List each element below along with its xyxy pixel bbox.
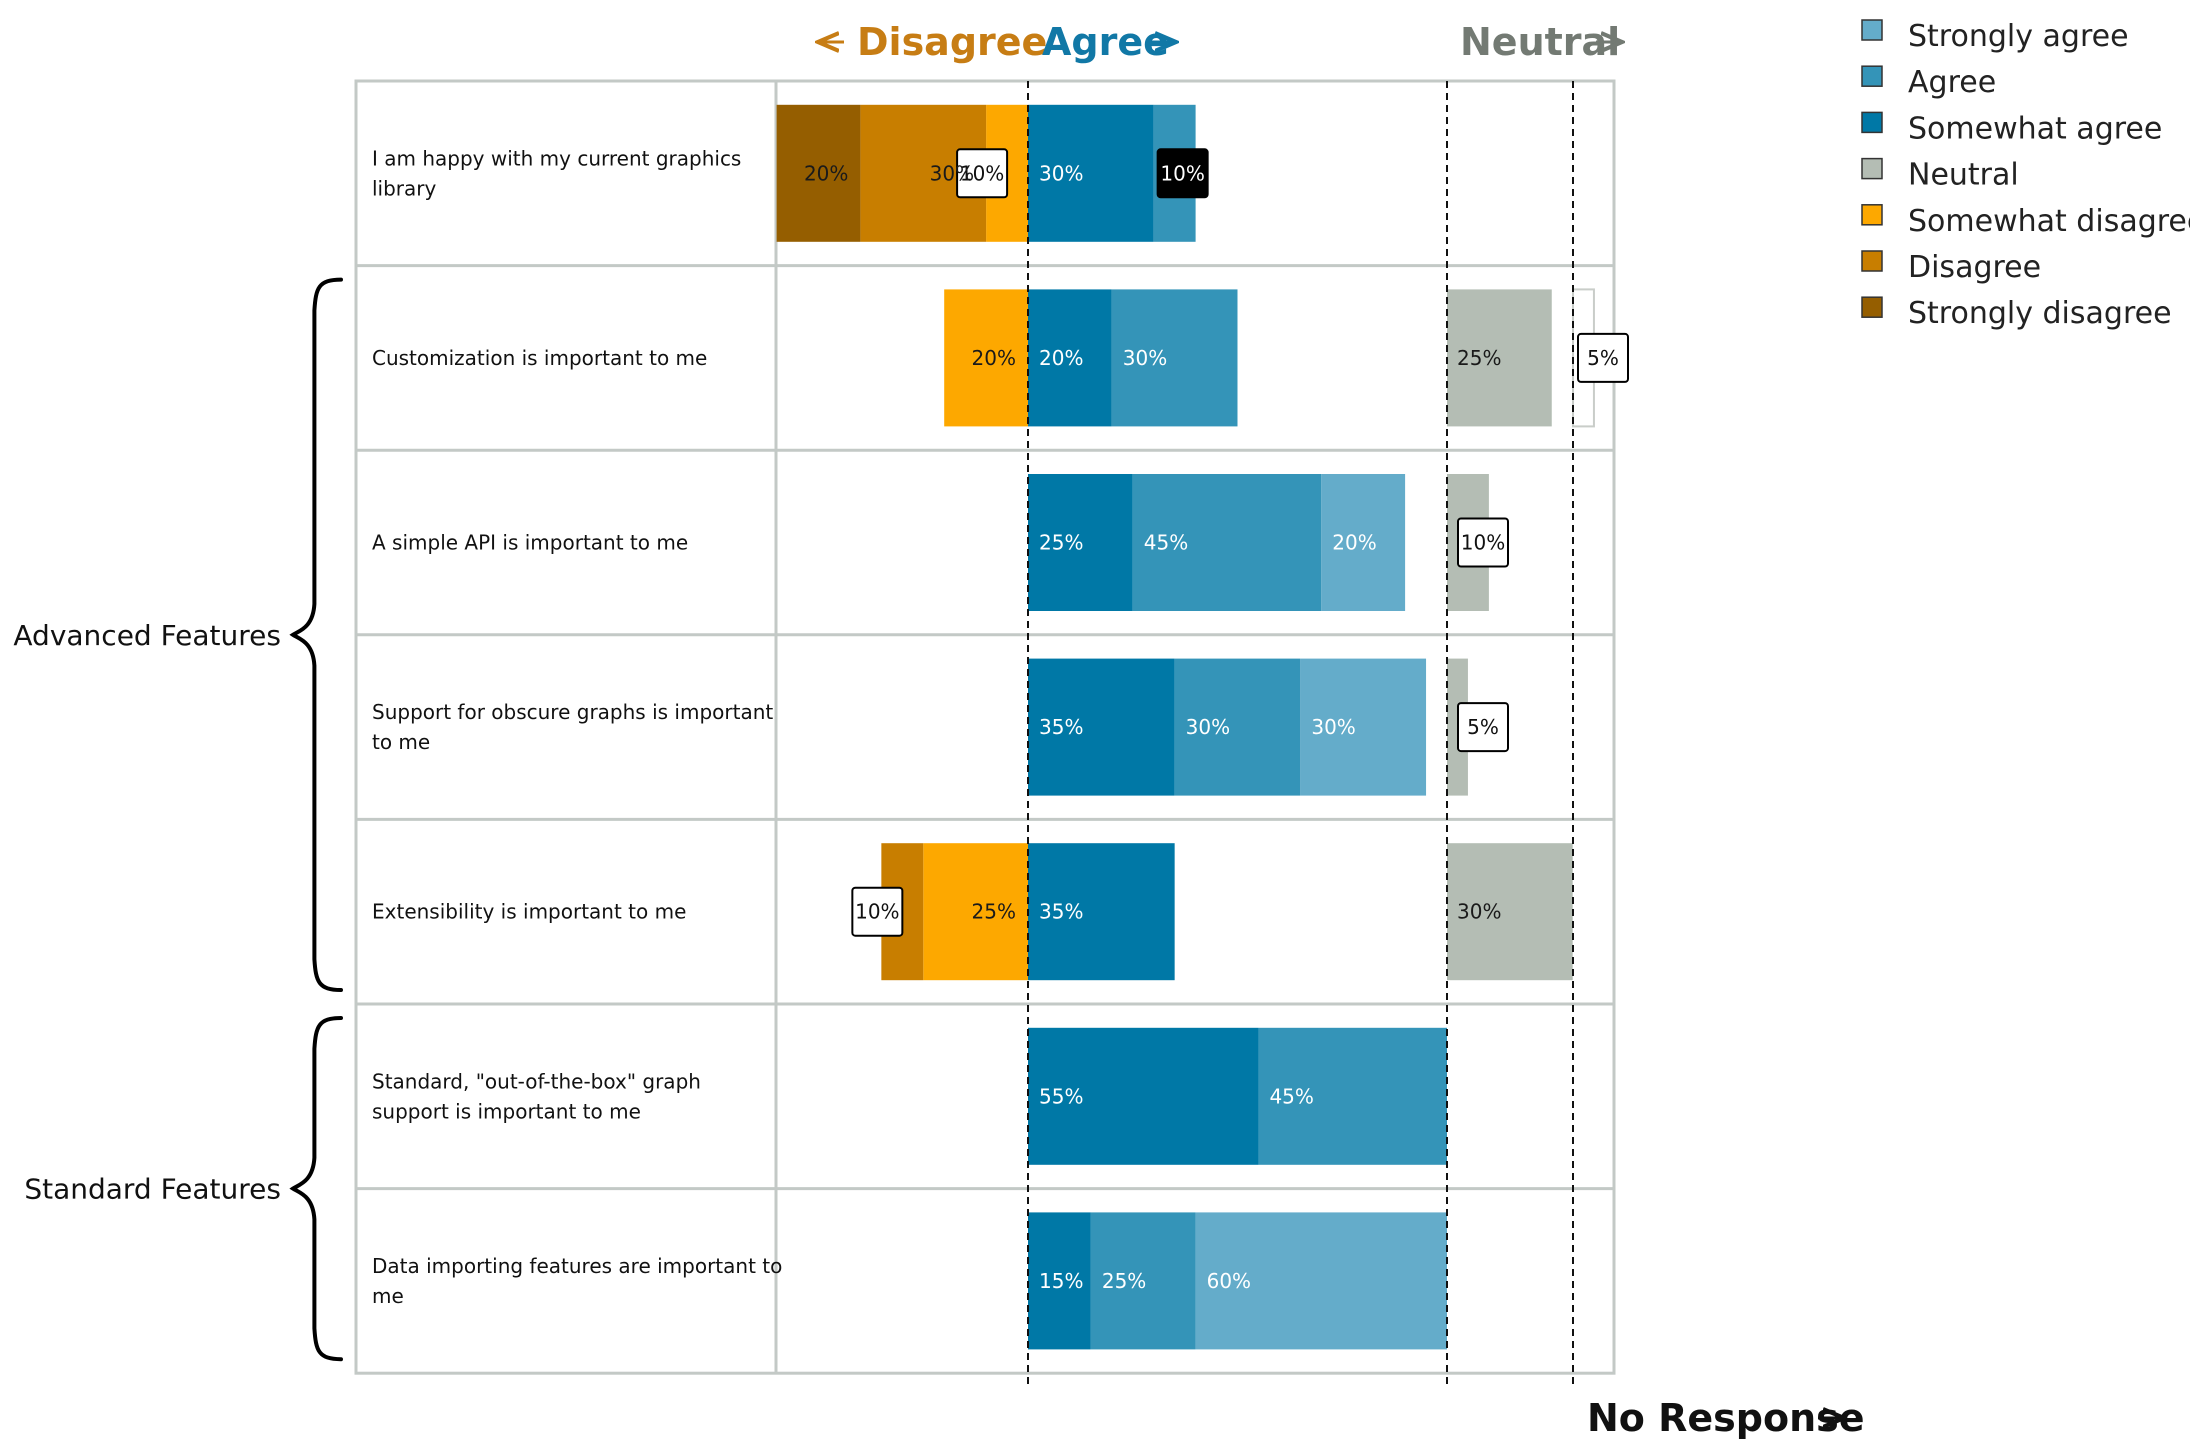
question-label: A simple API is important to me bbox=[372, 531, 688, 555]
label-somewhat-agree: 35% bbox=[1039, 715, 1083, 739]
label-strongly-agree: 60% bbox=[1207, 1269, 1251, 1293]
legend-swatch-agree bbox=[1861, 65, 1883, 87]
group-brace bbox=[289, 1016, 343, 1362]
label-agree: 25% bbox=[1102, 1269, 1146, 1293]
table-border bbox=[354, 79, 1616, 1375]
question-label: Data importing features are important to bbox=[372, 1254, 782, 1278]
question-label: to me bbox=[372, 730, 430, 754]
label-no-response-box bbox=[1577, 332, 1629, 383]
bar-somewhat-disagree bbox=[944, 289, 1028, 427]
legend-swatch-strongly-disagree bbox=[1861, 296, 1883, 318]
bar-somewhat-agree bbox=[1028, 843, 1175, 981]
question-label: Extensibility is important to me bbox=[372, 900, 686, 924]
label-strongly-agree: 30% bbox=[1311, 715, 1355, 739]
label-somewhat-disagree: 25% bbox=[972, 900, 1016, 924]
legend-swatch-somewhat-agree bbox=[1861, 111, 1883, 134]
question-label: me bbox=[372, 1284, 404, 1308]
bar-strongly-agree bbox=[1321, 474, 1406, 611]
label-disagree: 30% bbox=[930, 161, 974, 185]
bar-agree bbox=[1258, 1027, 1447, 1165]
legend-label-agree: Agree bbox=[1908, 65, 1996, 100]
label-somewhat-agree: 20% bbox=[1039, 346, 1083, 370]
bar-somewhat-agree bbox=[1028, 104, 1154, 242]
label-neutral: 10% bbox=[1461, 531, 1505, 555]
bar-strongly-agree bbox=[1300, 658, 1427, 796]
legend-swatch-neutral bbox=[1861, 157, 1883, 180]
legend-label-neutral: Neutral bbox=[1908, 158, 2019, 193]
label-no-response: 5% bbox=[1587, 346, 1619, 370]
label-somewhat-agree: 35% bbox=[1039, 900, 1083, 924]
label-agree: 30% bbox=[1123, 346, 1167, 370]
label-agree: 45% bbox=[1144, 531, 1188, 555]
question-label: Support for obscure graphs is important bbox=[372, 700, 773, 724]
label-somewhat-disagree: 20% bbox=[972, 346, 1016, 370]
bar-agree bbox=[1132, 474, 1322, 611]
question-label: Standard, "out-of-the-box" graph bbox=[372, 1069, 701, 1093]
label-agree-box bbox=[1156, 148, 1209, 199]
header-neutral: Neutral bbox=[1460, 20, 1620, 64]
legend-label-somewhat-agree: Somewhat agree bbox=[1908, 111, 2162, 146]
bar-somewhat-agree bbox=[1028, 474, 1133, 611]
bar-somewhat-agree bbox=[1028, 1027, 1259, 1165]
label-strongly-agree: 20% bbox=[1332, 531, 1376, 555]
label-somewhat-agree: 15% bbox=[1039, 1269, 1083, 1293]
label-neutral: 30% bbox=[1457, 900, 1501, 924]
bar-somewhat-agree bbox=[1028, 289, 1112, 427]
label-somewhat-agree: 25% bbox=[1039, 531, 1083, 555]
label-agree: 30% bbox=[1186, 715, 1230, 739]
label-agree: 10% bbox=[1160, 161, 1204, 185]
bar-agree bbox=[1111, 289, 1238, 427]
label-strongly-disagree: 20% bbox=[804, 161, 848, 185]
bar-strongly-agree bbox=[1195, 1212, 1447, 1350]
label-neutral-box bbox=[1457, 702, 1509, 753]
label-disagree-box bbox=[851, 886, 904, 937]
label-neutral: 5% bbox=[1467, 715, 1499, 739]
header-agree: Agree bbox=[1042, 20, 1169, 64]
label-somewhat-agree: 55% bbox=[1039, 1084, 1083, 1108]
label-somewhat-disagree: 10% bbox=[960, 161, 1004, 185]
group-brace bbox=[289, 277, 343, 992]
question-label: library bbox=[372, 176, 437, 200]
group-label: Advanced Features bbox=[13, 619, 281, 652]
header-disagree: Disagree bbox=[857, 20, 1047, 64]
bar-somewhat-disagree bbox=[923, 843, 1028, 981]
label-agree: 45% bbox=[1269, 1084, 1313, 1108]
label-somewhat-disagree-box bbox=[956, 148, 1009, 199]
bar-somewhat-agree bbox=[1028, 1212, 1091, 1350]
question-label: Customization is important to me bbox=[372, 346, 707, 370]
label-neutral: 25% bbox=[1457, 346, 1501, 370]
group-label: Standard Features bbox=[24, 1173, 281, 1206]
question-label: support is important to me bbox=[372, 1099, 641, 1123]
legend-label-strongly-agree: Strongly agree bbox=[1908, 19, 2129, 54]
legend-label-disagree: Disagree bbox=[1908, 250, 2041, 285]
legend-swatch-somewhat-disagree bbox=[1861, 204, 1883, 226]
legend-swatch-strongly-agree bbox=[1861, 19, 1883, 41]
bar-neutral bbox=[1447, 843, 1573, 981]
label-disagree: 10% bbox=[855, 900, 899, 924]
legend-label-strongly-disagree: Strongly disagree bbox=[1908, 296, 2172, 331]
label-somewhat-agree: 30% bbox=[1039, 161, 1083, 185]
label-neutral-box bbox=[1457, 517, 1509, 568]
bar-strongly-disagree bbox=[776, 104, 861, 242]
bar-somewhat-agree bbox=[1028, 658, 1175, 796]
legend-swatch-disagree bbox=[1861, 250, 1883, 272]
question-label: I am happy with my current graphics bbox=[372, 146, 741, 170]
legend-label-somewhat-disagree: Somewhat disagree bbox=[1908, 204, 2190, 239]
bar-neutral bbox=[1447, 289, 1552, 427]
bar-agree bbox=[1090, 1212, 1196, 1350]
bar-agree bbox=[1174, 658, 1301, 796]
